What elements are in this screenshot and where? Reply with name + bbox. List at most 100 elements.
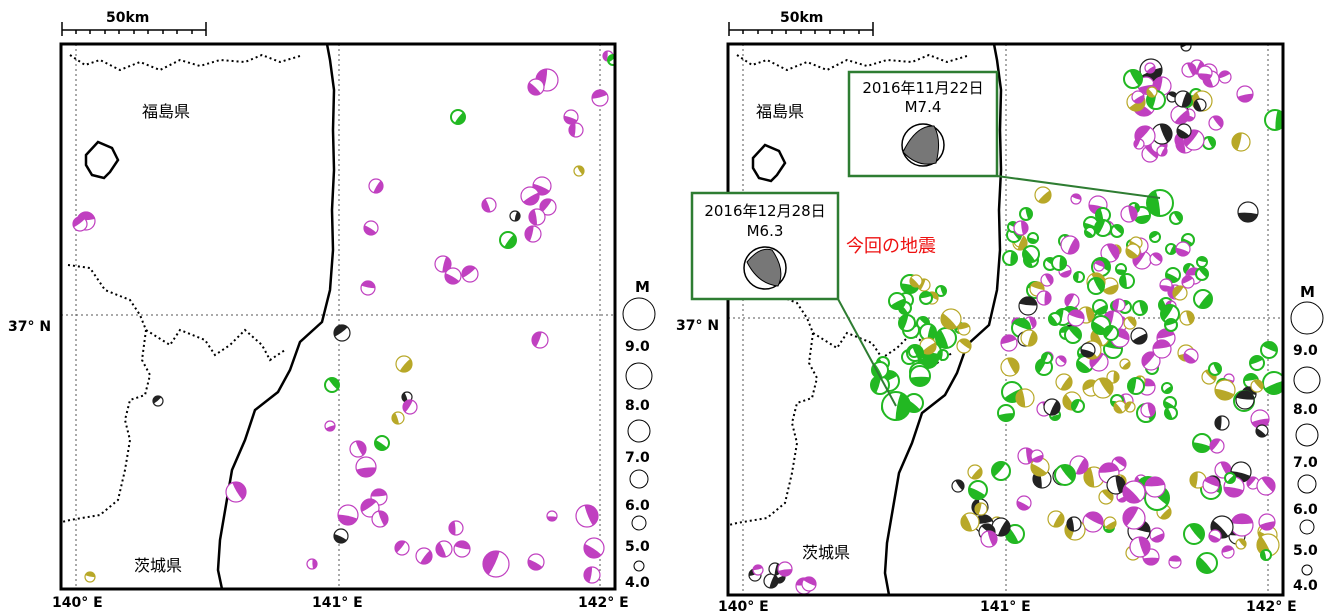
earthquake-symbol <box>997 404 1015 422</box>
earthquake-symbol <box>1181 62 1197 78</box>
earthquake-symbol <box>1000 334 1018 352</box>
earthquake-symbol <box>1094 219 1112 237</box>
earthquake-symbol <box>908 346 920 358</box>
earthquake-symbol <box>1076 355 1094 373</box>
map-right: 50km 福島県 茨城県 37° N 140° E 141° E 142° E … <box>676 10 1297 613</box>
earthquake-symbol <box>1019 207 1033 221</box>
earthquake-symbol <box>1051 255 1067 271</box>
earthquake-symbol <box>1235 538 1247 550</box>
earthquake-symbol <box>1064 326 1082 344</box>
earthquake-symbol <box>1149 231 1161 243</box>
map-frame-right <box>726 42 1285 597</box>
earthquake-symbol <box>568 122 584 138</box>
earthquake-symbol <box>539 198 557 216</box>
earthquake-symbol <box>1020 329 1038 347</box>
svg-text:4.0: 4.0 <box>1293 578 1318 594</box>
earthquake-symbol <box>1149 252 1163 266</box>
legend-title-right: M <box>1300 283 1315 301</box>
earthquake-symbol <box>1260 341 1278 359</box>
earthquake-symbol <box>1208 529 1222 543</box>
earthquake-symbol <box>1106 475 1126 495</box>
earthquake-symbol <box>1036 290 1052 306</box>
earthquake-symbol <box>591 89 609 107</box>
earthquake-symbol <box>1202 476 1220 494</box>
lat-label-right: 37° N <box>676 318 719 334</box>
earthquakes-left <box>72 50 615 584</box>
earthquake-symbol <box>1264 109 1283 131</box>
earthquake-symbol <box>919 291 933 305</box>
callout-magnitude: M7.4 <box>905 98 942 116</box>
earthquake-symbol <box>991 461 1011 481</box>
earthquake-symbol <box>333 324 351 342</box>
scale-label: 50km <box>106 10 149 26</box>
earthquake-symbol <box>583 566 601 584</box>
earthquake-symbol <box>1193 98 1207 112</box>
earthquake-symbol <box>1000 357 1020 377</box>
earthquake-symbol <box>1237 201 1259 223</box>
svg-text:9.0: 9.0 <box>1293 343 1318 359</box>
earthquake-symbol <box>1123 69 1143 89</box>
lake-right <box>751 143 787 183</box>
earthquake-symbol <box>1168 555 1182 569</box>
earthquake-symbol <box>583 537 605 559</box>
earthquake-symbol <box>1218 70 1232 84</box>
lake-left <box>84 140 120 180</box>
earthquake-symbol <box>563 109 579 125</box>
lon-label-140-left: 140° E <box>52 595 103 611</box>
earthquake-symbol <box>1092 377 1114 399</box>
earthquake-symbol <box>461 265 479 283</box>
earthquake-symbol <box>1196 552 1218 574</box>
earthquake-symbol <box>1175 241 1191 257</box>
earthquake-symbol <box>374 435 390 451</box>
earthquake-symbol <box>72 216 88 232</box>
earthquake-symbol <box>870 375 890 395</box>
earthquake-symbol <box>415 547 433 565</box>
earthquake-symbol <box>1100 243 1120 263</box>
earthquake-symbol <box>1214 415 1230 431</box>
earthquake-symbol <box>435 540 453 558</box>
earthquake-symbol <box>763 573 779 589</box>
scale-bar-right: 50km <box>728 10 874 36</box>
earthquake-symbol <box>1172 285 1188 301</box>
earthquake-symbol <box>1047 510 1065 528</box>
earthquake-symbol <box>1073 271 1085 283</box>
earthquake-symbol <box>1098 489 1114 505</box>
earthquake-symbol <box>1119 273 1135 289</box>
earthquake-symbol <box>84 571 96 583</box>
earthquake-symbol <box>1249 355 1265 371</box>
earthquake-symbol <box>1071 399 1085 413</box>
label-ibaraki-left: 茨城県 <box>134 556 182 575</box>
grid-right <box>728 44 1283 595</box>
earthquake-symbol <box>1043 398 1061 416</box>
earthquake-symbol <box>1124 401 1136 413</box>
earthquake-symbol <box>1048 312 1062 326</box>
earthquake-symbol <box>453 540 471 558</box>
callout-2016-11-22: 2016年11月22日 M7.4 <box>847 70 1161 199</box>
earthquake-symbol <box>152 395 164 407</box>
earthquakes-right <box>748 44 1283 595</box>
earthquake-symbol <box>1179 310 1195 326</box>
current-quake-label: 今回の地震 <box>846 236 936 257</box>
earthquake-symbol <box>898 301 912 315</box>
earthquake-symbol <box>1093 260 1105 272</box>
earthquake-symbol <box>1030 449 1044 463</box>
earthquake-symbol <box>1140 402 1156 418</box>
earthquake-symbol <box>1084 226 1096 238</box>
earthquake-symbol <box>956 338 972 354</box>
svg-text:6.0: 6.0 <box>1293 502 1318 518</box>
earthquake-symbol <box>1183 523 1205 545</box>
scale-label: 50km <box>780 10 823 26</box>
earthquake-symbol <box>355 456 377 478</box>
label-ibaraki-right: 茨城県 <box>802 543 850 562</box>
earthquake-symbol <box>1202 136 1216 150</box>
earthquake-symbol <box>1103 516 1117 530</box>
earthquake-symbol <box>1236 85 1254 103</box>
earthquake-symbol <box>1262 371 1283 395</box>
earthquake-symbol <box>1082 511 1104 533</box>
earthquake-symbol <box>402 399 418 415</box>
earthquake-symbol <box>1246 476 1260 490</box>
earthquake-symbol <box>1027 232 1039 244</box>
earthquake-symbol <box>1258 513 1276 531</box>
earthquake-symbol <box>1196 256 1208 268</box>
earthquake-symbol <box>1013 220 1029 236</box>
